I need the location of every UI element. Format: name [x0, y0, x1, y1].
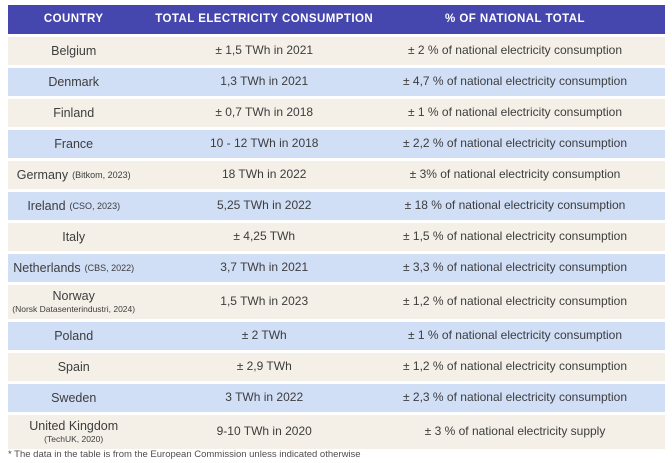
country-label: Denmark [48, 74, 100, 89]
country-label: Finland [53, 105, 95, 120]
country-source: (CSO, 2023) [69, 200, 121, 211]
percent-value: ± 18 % of national electricity consumpti… [404, 198, 626, 213]
country-label: Norway [52, 289, 95, 304]
consumption-value: 9-10 TWh in 2020 [216, 424, 312, 439]
country-source: (Norsk Datasenterindustri, 2024) [12, 303, 136, 314]
table-row-finland: Finland ± 0,7 TWh in 2018 ± 1 % of natio… [8, 99, 665, 127]
consumption-value: ± 2,9 TWh [236, 359, 292, 374]
country-label: United Kingdom [29, 419, 119, 434]
consumption-value: 18 TWh in 2022 [221, 167, 307, 182]
consumption-value: ± 0,7 TWh in 2018 [215, 105, 314, 120]
consumption-value: 3,7 TWh in 2021 [220, 260, 309, 275]
table-footnote: * The data in the table is from the Euro… [8, 449, 361, 460]
header-consumption: TOTAL ELECTRICITY CONSUMPTION [155, 12, 374, 25]
country-label: Germany [16, 167, 69, 182]
percent-value: ± 3,3 % of national electricity consumpt… [402, 260, 628, 275]
percent-value: ± 2,2 % of national electricity consumpt… [402, 136, 628, 151]
country-source: (TechUK, 2020) [44, 433, 104, 444]
consumption-value: 1,3 TWh in 2021 [220, 74, 309, 89]
header-country: COUNTRY [43, 12, 104, 25]
percent-value: ± 1 % of national electricity consumptio… [408, 328, 623, 343]
percent-value: ± 3 % of national electricity supply [424, 424, 606, 439]
table-row-netherlands: Netherlands (CBS, 2022) 3,7 TWh in 2021 … [8, 254, 665, 282]
table-row-spain: Spain ± 2,9 TWh ± 1,2 % of national elec… [8, 353, 665, 381]
electricity-consumption-table: COUNTRY TOTAL ELECTRICITY CONSUMPTION % … [8, 5, 665, 452]
table-row-belgium: Belgium ± 1,5 TWh in 2021 ± 2 % of natio… [8, 37, 665, 65]
consumption-value: ± 4,25 TWh [233, 229, 296, 244]
country-label: Belgium [51, 43, 97, 58]
table-row-poland: Poland ± 2 TWh ± 1 % of national electri… [8, 322, 665, 350]
country-label: Spain [57, 359, 90, 374]
percent-value: ± 1 % of national electricity consumptio… [408, 105, 623, 120]
country-label: Poland [54, 328, 94, 343]
percent-value: ± 2,3 % of national electricity consumpt… [402, 390, 628, 405]
percent-value: ± 1,5 % of national electricity consumpt… [402, 229, 628, 244]
percent-value: ± 4,7 % of national electricity consumpt… [402, 74, 628, 89]
table-row-norway: Norway (Norsk Datasenterindustri, 2024) … [8, 285, 665, 319]
country-label: Netherlands [13, 260, 81, 275]
percent-value: ± 3% of national electricity consumption [409, 167, 621, 182]
consumption-value: 3 TWh in 2022 [225, 390, 304, 405]
consumption-value: 10 - 12 TWh in 2018 [209, 136, 319, 151]
percent-value: ± 1,2 % of national electricity consumpt… [402, 294, 628, 309]
table-row-france: France 10 - 12 TWh in 2018 ± 2,2 % of na… [8, 130, 665, 158]
table-row-united-kingdom: United Kingdom (TechUK, 2020) 9-10 TWh i… [8, 415, 665, 449]
table-row-italy: Italy ± 4,25 TWh ± 1,5 % of national ele… [8, 223, 665, 251]
country-label: France [54, 136, 94, 151]
table-row-sweden: Sweden 3 TWh in 2022 ± 2,3 % of national… [8, 384, 665, 412]
country-source: (Bitkom, 2023) [72, 169, 131, 180]
table-row-denmark: Denmark 1,3 TWh in 2021 ± 4,7 % of natio… [8, 68, 665, 96]
consumption-value: ± 1,5 TWh in 2021 [215, 43, 314, 58]
consumption-value: 5,25 TWh in 2022 [216, 198, 312, 213]
table-header-row: COUNTRY TOTAL ELECTRICITY CONSUMPTION % … [8, 5, 665, 34]
consumption-value: 1,5 TWh in 2023 [220, 294, 309, 309]
country-label: Italy [62, 229, 86, 244]
country-source: (CBS, 2022) [84, 262, 135, 273]
table-row-germany: Germany (Bitkom, 2023) 18 TWh in 2022 ± … [8, 161, 665, 189]
table-row-ireland: Ireland (CSO, 2023) 5,25 TWh in 2022 ± 1… [8, 192, 665, 220]
header-percent: % OF NATIONAL TOTAL [445, 12, 585, 25]
country-label: Ireland [27, 198, 66, 213]
consumption-value: ± 2 TWh [241, 328, 287, 343]
percent-value: ± 1,2 % of national electricity consumpt… [402, 359, 628, 374]
percent-value: ± 2 % of national electricity consumptio… [408, 43, 623, 58]
country-label: Sweden [51, 390, 97, 405]
